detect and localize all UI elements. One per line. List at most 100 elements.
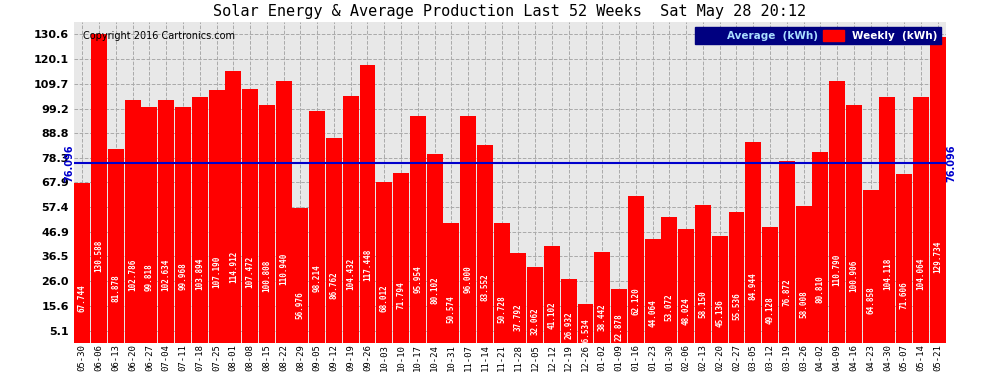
Text: 37.792: 37.792 [514,304,523,332]
Bar [879,97,895,343]
Bar [326,138,342,343]
Bar [376,182,392,343]
Bar [243,89,258,343]
Text: 50.574: 50.574 [446,295,455,323]
Bar [494,223,510,343]
Text: 83.552: 83.552 [480,273,489,301]
Text: 99.968: 99.968 [178,262,187,290]
Bar [896,174,912,343]
Text: 104.118: 104.118 [883,258,892,290]
Text: 98.214: 98.214 [313,264,322,292]
Text: 102.634: 102.634 [161,259,170,291]
Text: 68.012: 68.012 [380,284,389,312]
Text: 32.062: 32.062 [531,308,540,335]
Text: 95.954: 95.954 [413,265,423,293]
Bar [577,304,593,343]
Text: 114.912: 114.912 [229,251,238,283]
Text: 80.102: 80.102 [430,276,440,303]
Bar [444,223,459,343]
Text: 38.442: 38.442 [598,303,607,331]
Bar [74,183,90,343]
Text: 44.064: 44.064 [648,300,657,327]
Text: 107.190: 107.190 [212,256,221,288]
Bar [678,229,694,343]
Text: 86.762: 86.762 [330,272,339,299]
Bar [796,206,812,343]
Text: 50.728: 50.728 [497,295,506,323]
Bar [594,252,610,343]
Bar [729,211,744,343]
Bar [560,279,577,343]
Bar [845,105,862,343]
Text: 104.064: 104.064 [917,258,926,290]
Text: 107.472: 107.472 [246,255,254,288]
Bar [628,196,644,343]
Text: 41.102: 41.102 [547,302,556,329]
Bar [762,226,778,343]
Text: 76.096: 76.096 [946,144,956,182]
Legend: Average  (kWh), Weekly  (kWh): Average (kWh), Weekly (kWh) [695,27,940,44]
Bar [695,206,711,343]
Text: 71.606: 71.606 [900,281,909,309]
Text: 102.786: 102.786 [128,258,138,291]
Bar [460,116,476,343]
Text: 58.150: 58.150 [698,290,708,318]
Bar [511,254,527,343]
Bar [259,105,275,343]
Bar [930,36,945,343]
Bar [226,72,242,343]
Text: 100.906: 100.906 [849,260,858,292]
Bar [309,111,325,343]
Bar [611,289,627,343]
Bar [862,189,879,343]
Text: 81.878: 81.878 [112,274,121,302]
Bar [192,98,208,343]
Bar [292,208,308,343]
Text: 62.120: 62.120 [632,288,641,315]
Text: 71.794: 71.794 [397,281,406,309]
Bar [359,66,375,343]
Bar [125,100,141,343]
Bar [779,161,795,343]
Bar [544,246,560,343]
Text: 100.808: 100.808 [262,260,271,292]
Bar [712,236,728,343]
Text: 22.878: 22.878 [615,314,624,341]
Bar [343,96,358,343]
Bar [393,173,409,343]
Bar [813,152,829,343]
Text: 129.734: 129.734 [934,241,942,273]
Bar [209,90,225,343]
Text: 130.588: 130.588 [95,240,104,273]
Text: 110.790: 110.790 [833,253,841,286]
Text: 67.744: 67.744 [78,284,87,312]
Text: 16.534: 16.534 [581,318,590,345]
Text: 58.008: 58.008 [799,290,808,318]
Title: Solar Energy & Average Production Last 52 Weeks  Sat May 28 20:12: Solar Energy & Average Production Last 5… [214,4,807,19]
Text: 76.872: 76.872 [782,278,791,306]
Bar [175,107,191,343]
Text: 45.136: 45.136 [715,299,725,327]
Text: 48.024: 48.024 [682,297,691,325]
Bar [913,97,929,343]
Bar [644,238,660,343]
Text: 64.858: 64.858 [866,286,875,314]
Text: 26.932: 26.932 [564,311,573,339]
Text: 53.072: 53.072 [665,294,674,321]
Text: 49.128: 49.128 [765,296,774,324]
Bar [830,81,845,343]
Bar [477,146,493,343]
Bar [528,267,544,343]
Text: 55.536: 55.536 [732,292,741,320]
Bar [410,116,426,343]
Text: 96.000: 96.000 [463,265,472,293]
Text: 80.810: 80.810 [816,275,825,303]
Bar [661,217,677,343]
Text: 84.944: 84.944 [748,273,757,300]
Bar [158,100,174,343]
Text: 56.976: 56.976 [296,291,305,319]
Bar [142,107,157,343]
Text: 104.432: 104.432 [346,257,355,290]
Text: 117.448: 117.448 [363,249,372,281]
Text: 103.894: 103.894 [195,258,204,290]
